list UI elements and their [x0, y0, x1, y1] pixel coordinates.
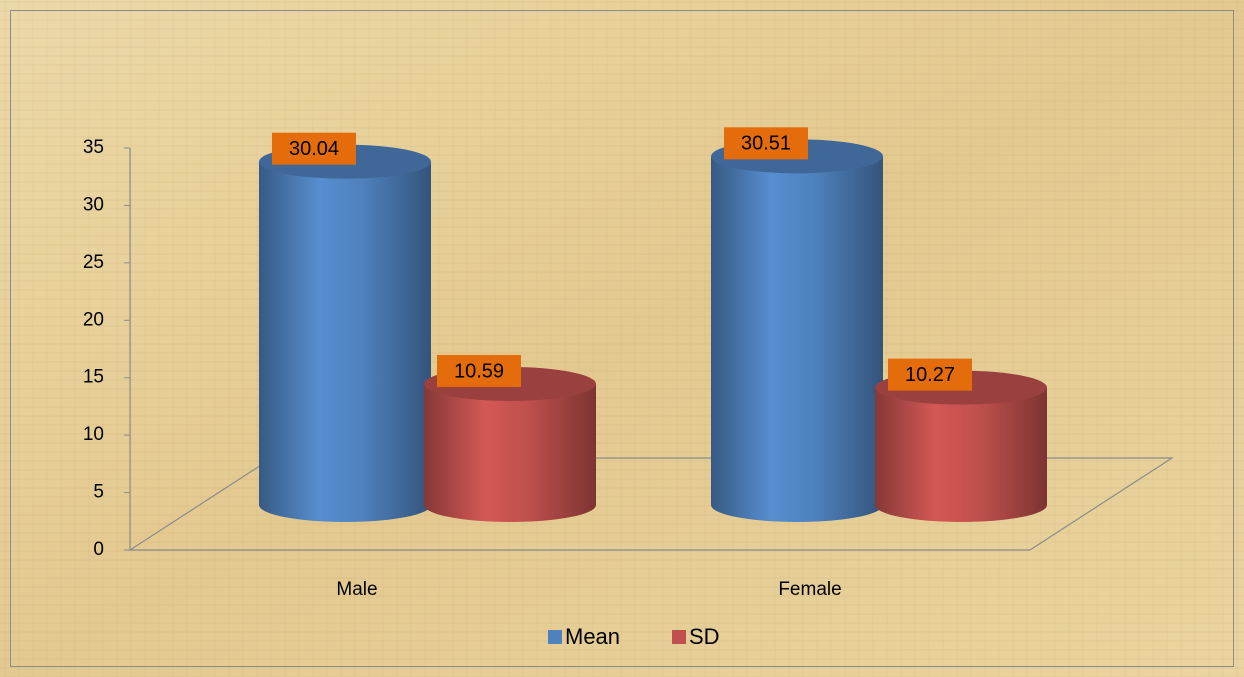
data-label-box — [272, 132, 356, 165]
data-label: 30.51 — [741, 133, 791, 155]
bar — [711, 156, 883, 523]
y-tick-label: 20 — [83, 309, 104, 330]
x-tick-label: Female — [778, 579, 841, 600]
bar — [259, 161, 431, 522]
x-tick-label: Male — [336, 579, 377, 600]
y-tick-label: 0 — [93, 539, 104, 560]
legend-swatch — [672, 630, 686, 644]
bar — [424, 383, 596, 522]
data-label: 10.59 — [454, 360, 504, 382]
y-tick-label: 25 — [83, 252, 104, 273]
y-tick-label: 35 — [83, 137, 104, 158]
data-label-box — [888, 358, 972, 391]
data-label: 10.27 — [905, 364, 955, 386]
cylinder — [875, 370, 1047, 522]
cylinder — [711, 139, 883, 523]
floor — [127, 148, 1175, 551]
cylinder — [259, 144, 431, 522]
plot-border — [10, 10, 1234, 667]
data-label-box — [437, 354, 521, 387]
y-tick-label: 10 — [83, 424, 104, 445]
floor-outline — [127, 457, 1175, 551]
bar — [875, 387, 1047, 522]
y-tick-label: 5 — [93, 482, 104, 503]
y-tick-label: 15 — [83, 367, 104, 388]
y-tick-label: 30 — [83, 194, 104, 215]
data-label: 30.04 — [289, 138, 339, 160]
legend-label: SD — [689, 624, 720, 649]
data-label-box — [724, 127, 808, 160]
legend-label: Mean — [565, 624, 620, 649]
cylinder — [424, 366, 596, 522]
legend-swatch — [548, 630, 562, 644]
